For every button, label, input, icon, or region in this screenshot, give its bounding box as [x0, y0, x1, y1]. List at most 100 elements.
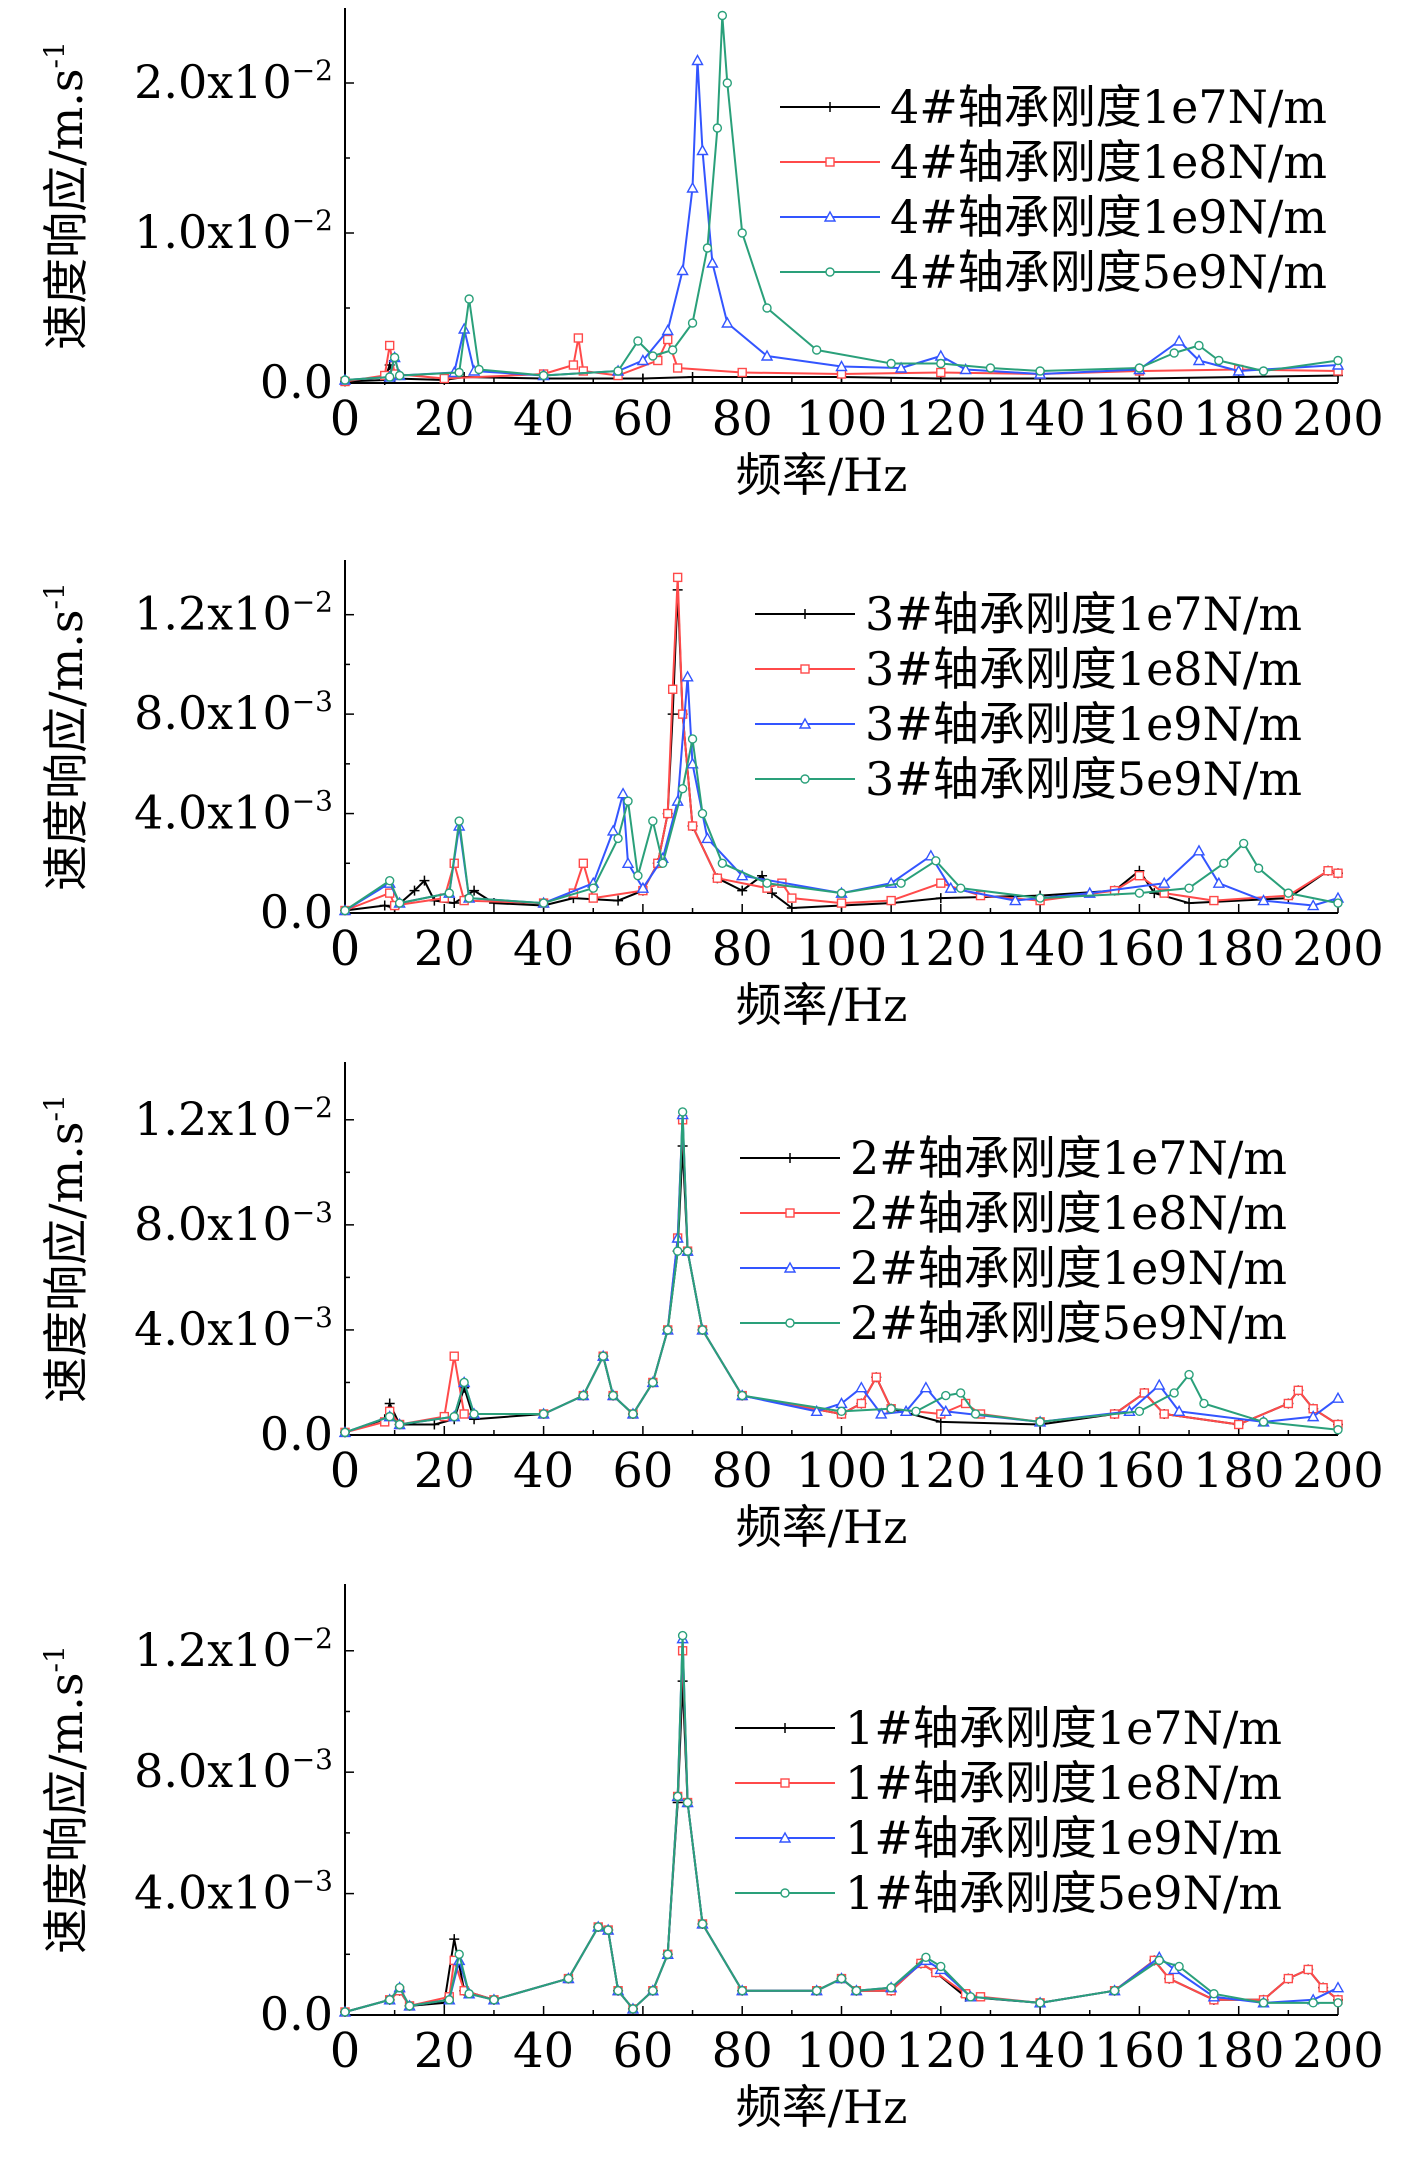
marker-1-2-17 [736, 869, 749, 881]
marker-1-2-27 [1257, 894, 1270, 906]
marker-1-1-20 [787, 893, 797, 903]
marker-1-3-21 [955, 883, 966, 893]
marker-3-3-8 [563, 1973, 574, 1984]
marker-0-1-11 [663, 334, 673, 345]
marker-3-2-34 [1331, 1981, 1345, 1993]
y-tick-label: 8.0x10−3 [134, 1743, 333, 1798]
x-tick-label: 60 [612, 1443, 673, 1499]
marker-2-0-4 [429, 1419, 440, 1430]
x-tick-label: 60 [612, 2023, 673, 2079]
legend-label: 1#轴承刚度1e8N/m [845, 1756, 1282, 1810]
marker-1-3-28 [1283, 888, 1294, 898]
marker-1-2-26 [1212, 876, 1226, 888]
marker-0-3-18 [762, 303, 772, 313]
marker-2-1-30 [1233, 1419, 1244, 1430]
legend-item: 4#轴承刚度1e8N/m [780, 135, 1327, 189]
marker-0-3-8 [613, 366, 623, 376]
marker-3-3-24 [921, 1952, 931, 1963]
marker-0-3-20 [886, 358, 896, 369]
marker-2-3-25 [1134, 1406, 1145, 1417]
y-axis-label-exponent: -1 [38, 1094, 71, 1121]
x-tick-label: 60 [612, 391, 673, 447]
marker-0-3-1 [384, 372, 395, 382]
x-tick-label: 0 [330, 391, 361, 447]
marker-3-1-36 [1318, 1982, 1328, 1993]
marker-0-3-23 [1035, 366, 1045, 376]
marker-3-3-22 [851, 1986, 862, 1996]
x-tick-label: 60 [612, 921, 673, 977]
marker-2-3-28 [1199, 1398, 1209, 1409]
marker-1-legend-1 [800, 664, 810, 674]
marker-1-1-31 [1323, 866, 1333, 876]
legend: 1#轴承刚度1e7N/m1#轴承刚度1e8N/m1#轴承刚度1e9N/m1#轴承… [735, 1701, 1282, 1920]
marker-3-1-35 [1303, 1964, 1313, 1975]
marker-0-2-9 [636, 354, 650, 366]
marker-2-3-10 [628, 1409, 638, 1419]
marker-3-3-33 [1308, 1998, 1318, 2008]
marker-1-3-11 [648, 816, 658, 826]
marker-1-1-32 [1333, 868, 1343, 878]
legend-label: 1#轴承刚度1e7N/m [845, 1701, 1282, 1755]
marker-3-3-29 [1154, 1955, 1164, 1966]
marker-1-2-24 [1158, 876, 1171, 888]
marker-1-0-22 [766, 888, 777, 899]
marker-2-1-29 [1159, 1409, 1169, 1419]
marker-0-legend-1 [825, 157, 835, 167]
legend-label: 2#轴承刚度1e7N/m [850, 1131, 1287, 1185]
marker-1-0-1 [379, 900, 390, 911]
marker-0-3-24 [1134, 363, 1145, 373]
marker-0-2-11 [676, 264, 689, 276]
marker-2-3-5 [469, 1409, 479, 1419]
marker-1-3-20 [931, 856, 941, 866]
marker-3-3-2 [394, 1982, 405, 1993]
marker-3-legend-2 [778, 1831, 792, 1843]
y-tick-exponent: −3 [292, 1743, 333, 1776]
legend-label: 2#轴承刚度1e9N/m [850, 1241, 1287, 1295]
marker-2-3-0 [340, 1427, 350, 1438]
x-tick-label: 200 [1292, 2023, 1384, 2079]
marker-1-1-21 [836, 898, 847, 908]
marker-3-3-25 [936, 1961, 946, 1972]
marker-2-3-29 [1258, 1417, 1269, 1427]
legend-item: 4#轴承刚度5e9N/m [780, 245, 1327, 299]
marker-0-1-8 [578, 366, 589, 376]
marker-2-3-30 [1333, 1425, 1343, 1435]
marker-0-3-25 [1169, 348, 1179, 358]
legend-item: 2#轴承刚度1e9N/m [740, 1241, 1287, 1295]
marker-3-3-6 [464, 1989, 474, 1999]
marker-1-2-22 [1009, 894, 1022, 906]
marker-2-3-4 [459, 1377, 469, 1388]
marker-2-2-18 [810, 1404, 823, 1417]
marker-3-3-30 [1174, 1961, 1184, 1972]
marker-0-2-18 [835, 360, 848, 372]
marker-3-3-9 [593, 1922, 603, 1932]
marker-0-3-21 [936, 358, 946, 369]
marker-0-0-8 [687, 372, 698, 382]
marker-1-3-0 [340, 905, 350, 916]
marker-2-3-2 [394, 1419, 405, 1430]
y-tick-exponent: −2 [292, 1091, 333, 1124]
marker-0-2-21 [959, 363, 972, 375]
marker-2-3-17 [737, 1390, 747, 1401]
legend-item: 1#轴承刚度1e8N/m [735, 1756, 1282, 1810]
x-tick-label: 100 [796, 2023, 888, 2079]
marker-3-3-11 [613, 1986, 623, 1996]
marker-1-3-29 [1333, 898, 1343, 908]
marker-3-1-34 [1283, 1973, 1294, 1984]
marker-3-3-19 [737, 1986, 747, 1996]
marker-1-3-19 [896, 878, 906, 888]
marker-0-legend-2 [823, 210, 837, 222]
x-tick-label: 180 [1193, 391, 1285, 447]
x-tick-label: 20 [414, 1443, 475, 1499]
marker-1-3-8 [613, 833, 623, 844]
legend-item: 3#轴承刚度1e7N/m [755, 587, 1302, 641]
marker-1-1-12 [663, 808, 673, 819]
legend: 2#轴承刚度1e7N/m2#轴承刚度1e8N/m2#轴承刚度1e9N/m2#轴承… [740, 1131, 1287, 1350]
marker-1-1-14 [672, 572, 683, 583]
marker-1-3-3 [444, 888, 454, 898]
marker-2-3-21 [941, 1390, 951, 1401]
marker-0-legend-0 [825, 102, 835, 112]
marker-2-3-3 [449, 1411, 459, 1422]
x-tick-label: 200 [1292, 1443, 1384, 1499]
marker-2-1-20 [856, 1398, 867, 1409]
